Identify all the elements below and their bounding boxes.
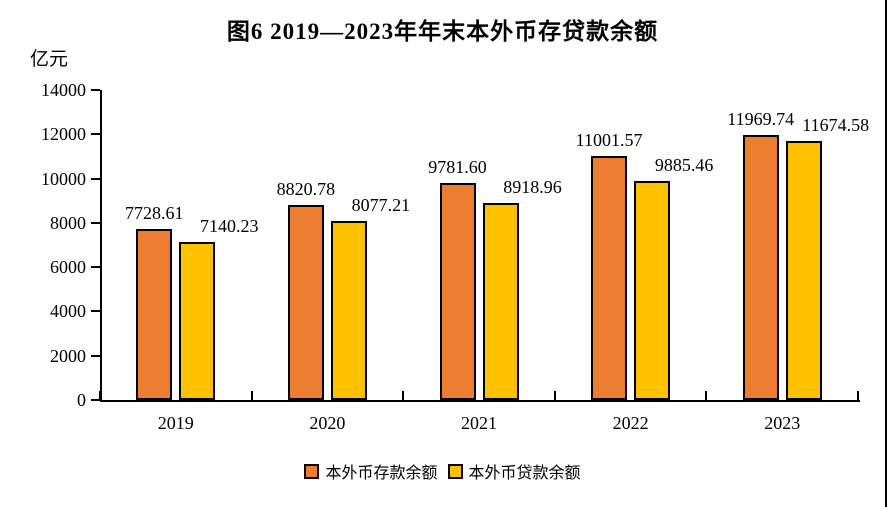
loan-bar-2021 [482, 202, 519, 400]
loan-bar-2022 [634, 181, 671, 400]
y-axis-tick-label: 0 [77, 390, 86, 410]
y-axis-tick-label: 12000 [41, 124, 86, 145]
x-axis-tick [857, 391, 859, 400]
x-axis-category-label: 2022 [612, 413, 649, 433]
deposit-bar-2023 [742, 134, 779, 400]
x-axis-tick [705, 391, 708, 400]
x-axis-category-label: 2021 [461, 413, 497, 433]
x-axis-category-label: 2023 [764, 413, 801, 433]
loan-value-label-2023: 11674.58 [802, 115, 870, 136]
y-axis-tick [91, 354, 100, 357]
legend-item: 本外币贷款余额 [447, 459, 581, 483]
legend-label: 本外币贷款余额 [468, 465, 581, 482]
legend-label: 本外币存款余额 [325, 465, 438, 482]
x-axis-category-label: 2019 [157, 413, 194, 433]
plot-area [100, 90, 860, 402]
y-axis-unit-label: 亿元 [30, 49, 69, 70]
y-axis-tick-label: 14000 [41, 80, 86, 100]
deposit-value-label-2022: 11001.57 [575, 130, 643, 151]
loan-value-label-2022: 9885.46 [654, 155, 714, 176]
y-axis-tick [91, 89, 100, 91]
y-axis-tick-label: 8000 [50, 212, 86, 233]
y-axis-tick [91, 310, 100, 313]
legend: 本外币存款余额 本外币贷款余额 [0, 459, 885, 483]
loan-value-label-2021: 8918.96 [503, 176, 562, 197]
deposit-bar-2020 [287, 204, 324, 400]
deposit-bar-2019 [136, 228, 173, 400]
loan-bar-2023 [785, 141, 822, 400]
x-axis-tick [250, 391, 253, 400]
y-axis-tick [91, 221, 100, 224]
legend-item: 本外币存款余额 [304, 459, 438, 483]
deposit-value-label-2019: 7728.61 [125, 202, 184, 223]
loan-bar-2019 [179, 241, 216, 400]
loan-bar-2020 [330, 221, 367, 400]
deposit-bar-2022 [591, 156, 628, 400]
deposit-bar-2021 [439, 183, 476, 400]
y-axis-tick [91, 266, 100, 269]
loan-value-label-2020: 8077.21 [351, 195, 411, 216]
deposit-value-label-2021: 9781.60 [428, 157, 487, 178]
legend-swatch-deposit-icon [304, 463, 320, 479]
x-axis-tick [99, 391, 101, 400]
y-axis-tick-label: 4000 [50, 301, 86, 322]
y-axis-tick [91, 399, 100, 401]
legend-swatch-loan-icon [447, 463, 463, 479]
y-axis-tick [91, 177, 100, 180]
deposit-value-label-2023: 11969.74 [727, 108, 795, 129]
chart-title: 图6 2019—2023年年末本外币存贷款余额 [226, 19, 659, 44]
x-axis-tick [402, 391, 405, 400]
y-axis-tick-label: 6000 [50, 257, 86, 278]
x-axis-category-label: 2020 [309, 413, 346, 433]
x-axis-tick [553, 391, 556, 400]
y-axis-tick-label: 10000 [41, 168, 86, 189]
deposit-value-label-2020: 8820.78 [276, 178, 336, 199]
loan-value-label-2019: 7140.23 [200, 215, 259, 236]
y-axis-tick [91, 133, 100, 136]
y-axis-tick-label: 2000 [50, 345, 86, 366]
